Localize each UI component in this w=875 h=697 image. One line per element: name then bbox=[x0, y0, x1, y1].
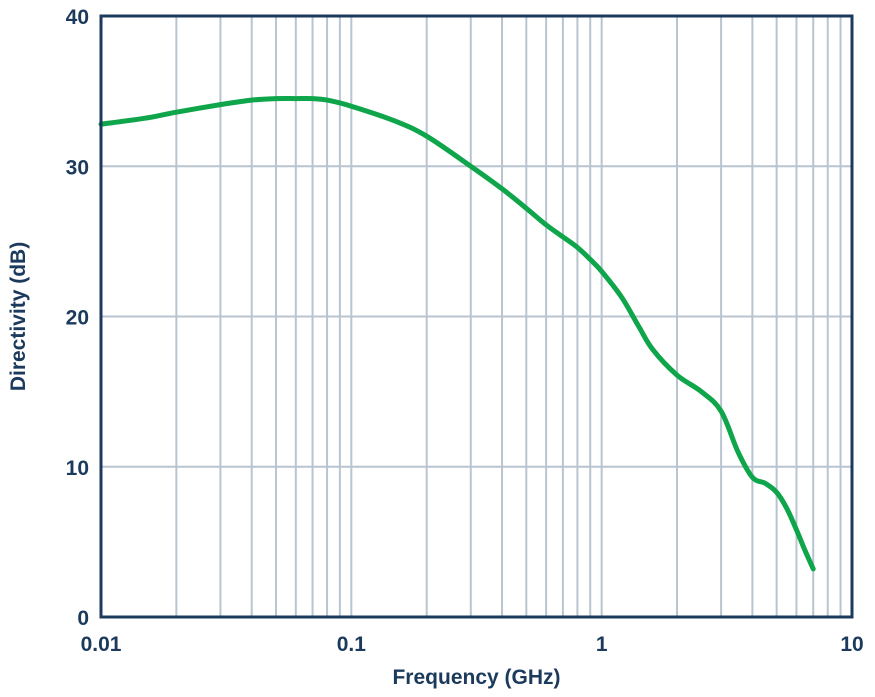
grid bbox=[101, 16, 852, 617]
y-axis-title: Directivity (dB) bbox=[7, 242, 30, 391]
x-tick-labels: 0.01 0.1 1 10 bbox=[81, 633, 864, 656]
y-tick-label: 10 bbox=[66, 457, 89, 480]
x-tick-label: 10 bbox=[840, 633, 863, 656]
y-tick-label: 20 bbox=[66, 307, 89, 330]
series-line bbox=[98, 96, 816, 572]
x-tick-label: 0.01 bbox=[81, 633, 122, 656]
y-tick-label: 0 bbox=[77, 607, 89, 630]
x-tick-label: 1 bbox=[596, 633, 608, 656]
x-axis-title: Frequency (GHz) bbox=[392, 666, 560, 689]
plot-frame bbox=[99, 14, 854, 619]
y-tick-label: 30 bbox=[66, 156, 89, 179]
x-tick-label: 0.1 bbox=[337, 633, 367, 656]
y-tick-labels: 0 10 20 30 40 bbox=[66, 6, 89, 630]
y-tick-label: 40 bbox=[66, 6, 89, 29]
